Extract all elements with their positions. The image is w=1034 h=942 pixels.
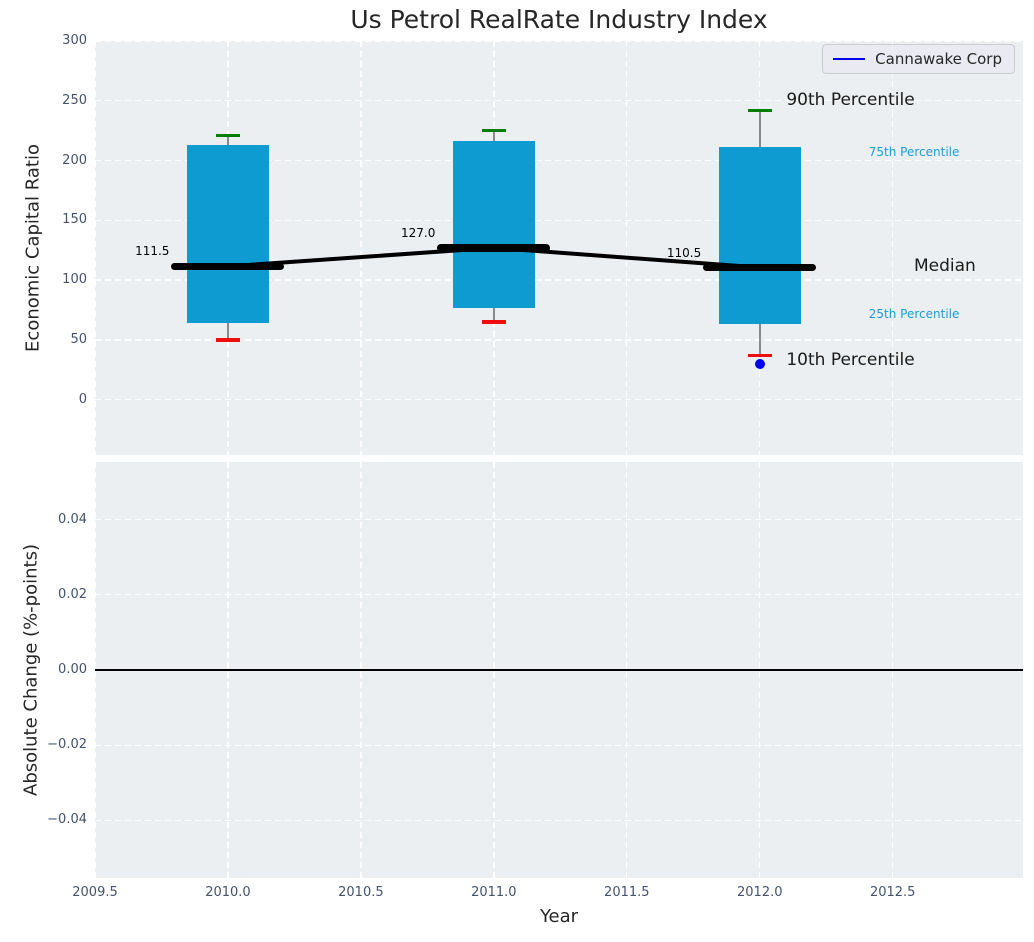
gridline-horizontal (95, 398, 1023, 401)
gridline-horizontal (95, 219, 1023, 221)
gridline-horizontal (95, 518, 1023, 521)
x-tick-label: 2011.0 (471, 885, 517, 900)
whisker-cap-90th (747, 108, 772, 113)
gridline-vertical (626, 41, 628, 455)
top-axes: Cannawake Corp 111.5 127.0 110.5 90th Perce… (94, 40, 1023, 455)
box-iqr (718, 147, 801, 325)
whisker-cap-10th (215, 338, 240, 342)
median-value-annotation: 127.0 (400, 225, 436, 240)
legend[interactable]: Cannawake Corp (822, 44, 1015, 74)
percentile-label: 75th Percentile (868, 145, 960, 160)
whisker-cap-10th (481, 320, 506, 324)
x-tick-label: 2009.5 (72, 885, 118, 900)
box-iqr (452, 141, 535, 308)
y-tick-label: 250 (62, 92, 87, 108)
gridline-horizontal (95, 100, 1023, 102)
whisker-cap-90th (215, 133, 240, 138)
x-tick-label: 2012.0 (737, 885, 783, 900)
gridline-vertical (94, 41, 96, 455)
legend-line-sample (833, 57, 866, 61)
y-tick-label: 0.00 (58, 662, 87, 677)
gridline-horizontal (95, 744, 1023, 746)
gridline-horizontal (95, 819, 1023, 822)
x-tick-label: 2012.5 (869, 885, 916, 900)
gridline-horizontal (95, 339, 1023, 341)
y-tick-label: −0.04 (47, 812, 87, 828)
x-axis-label: Year (539, 906, 579, 927)
gridline-vertical (892, 41, 894, 455)
median-bar (171, 262, 285, 271)
legend-label: Cannawake Corp (875, 50, 1002, 68)
gridline-horizontal (95, 594, 1023, 596)
company-dot (754, 358, 765, 369)
y-tick-label: 50 (70, 331, 87, 347)
x-tick-label: 2010.5 (338, 885, 384, 900)
y-tick-label: 200 (62, 152, 87, 168)
x-tick-label: 2010.0 (205, 885, 251, 900)
zero-line (95, 669, 1023, 671)
whisker-cap-90th (481, 128, 506, 133)
gridline-horizontal (95, 279, 1023, 281)
gridline-horizontal (95, 40, 1023, 42)
y-tick-label: 100 (62, 272, 87, 288)
gridline-horizontal (95, 159, 1023, 162)
whisker-cap-10th (747, 353, 772, 358)
percentile-label: 10th Percentile (786, 350, 915, 371)
top-y-axis-label: Economic Capital Ratio (22, 144, 44, 352)
y-tick-label: 150 (62, 212, 87, 228)
percentile-label: 25th Percentile (868, 306, 960, 321)
x-tick-label: 2011.5 (604, 885, 650, 900)
median-value-annotation: 111.5 (135, 244, 170, 259)
y-tick-label: 300 (62, 33, 87, 48)
y-tick-label: 0.04 (58, 511, 87, 527)
percentile-label: 90th Percentile (786, 89, 915, 110)
median-bar (703, 263, 817, 272)
bottom-axes (94, 462, 1023, 878)
y-tick-label: 0.02 (58, 586, 87, 602)
y-tick-label: −0.02 (47, 737, 87, 753)
median-value-annotation: 110.5 (666, 245, 702, 260)
percentile-label: Median (913, 255, 976, 276)
box-iqr (186, 145, 269, 324)
y-tick-label: 0 (78, 391, 87, 407)
median-bar (437, 244, 551, 252)
chart-title: Us Petrol RealRate Industry Index (350, 5, 768, 34)
gridline-vertical (360, 41, 362, 455)
